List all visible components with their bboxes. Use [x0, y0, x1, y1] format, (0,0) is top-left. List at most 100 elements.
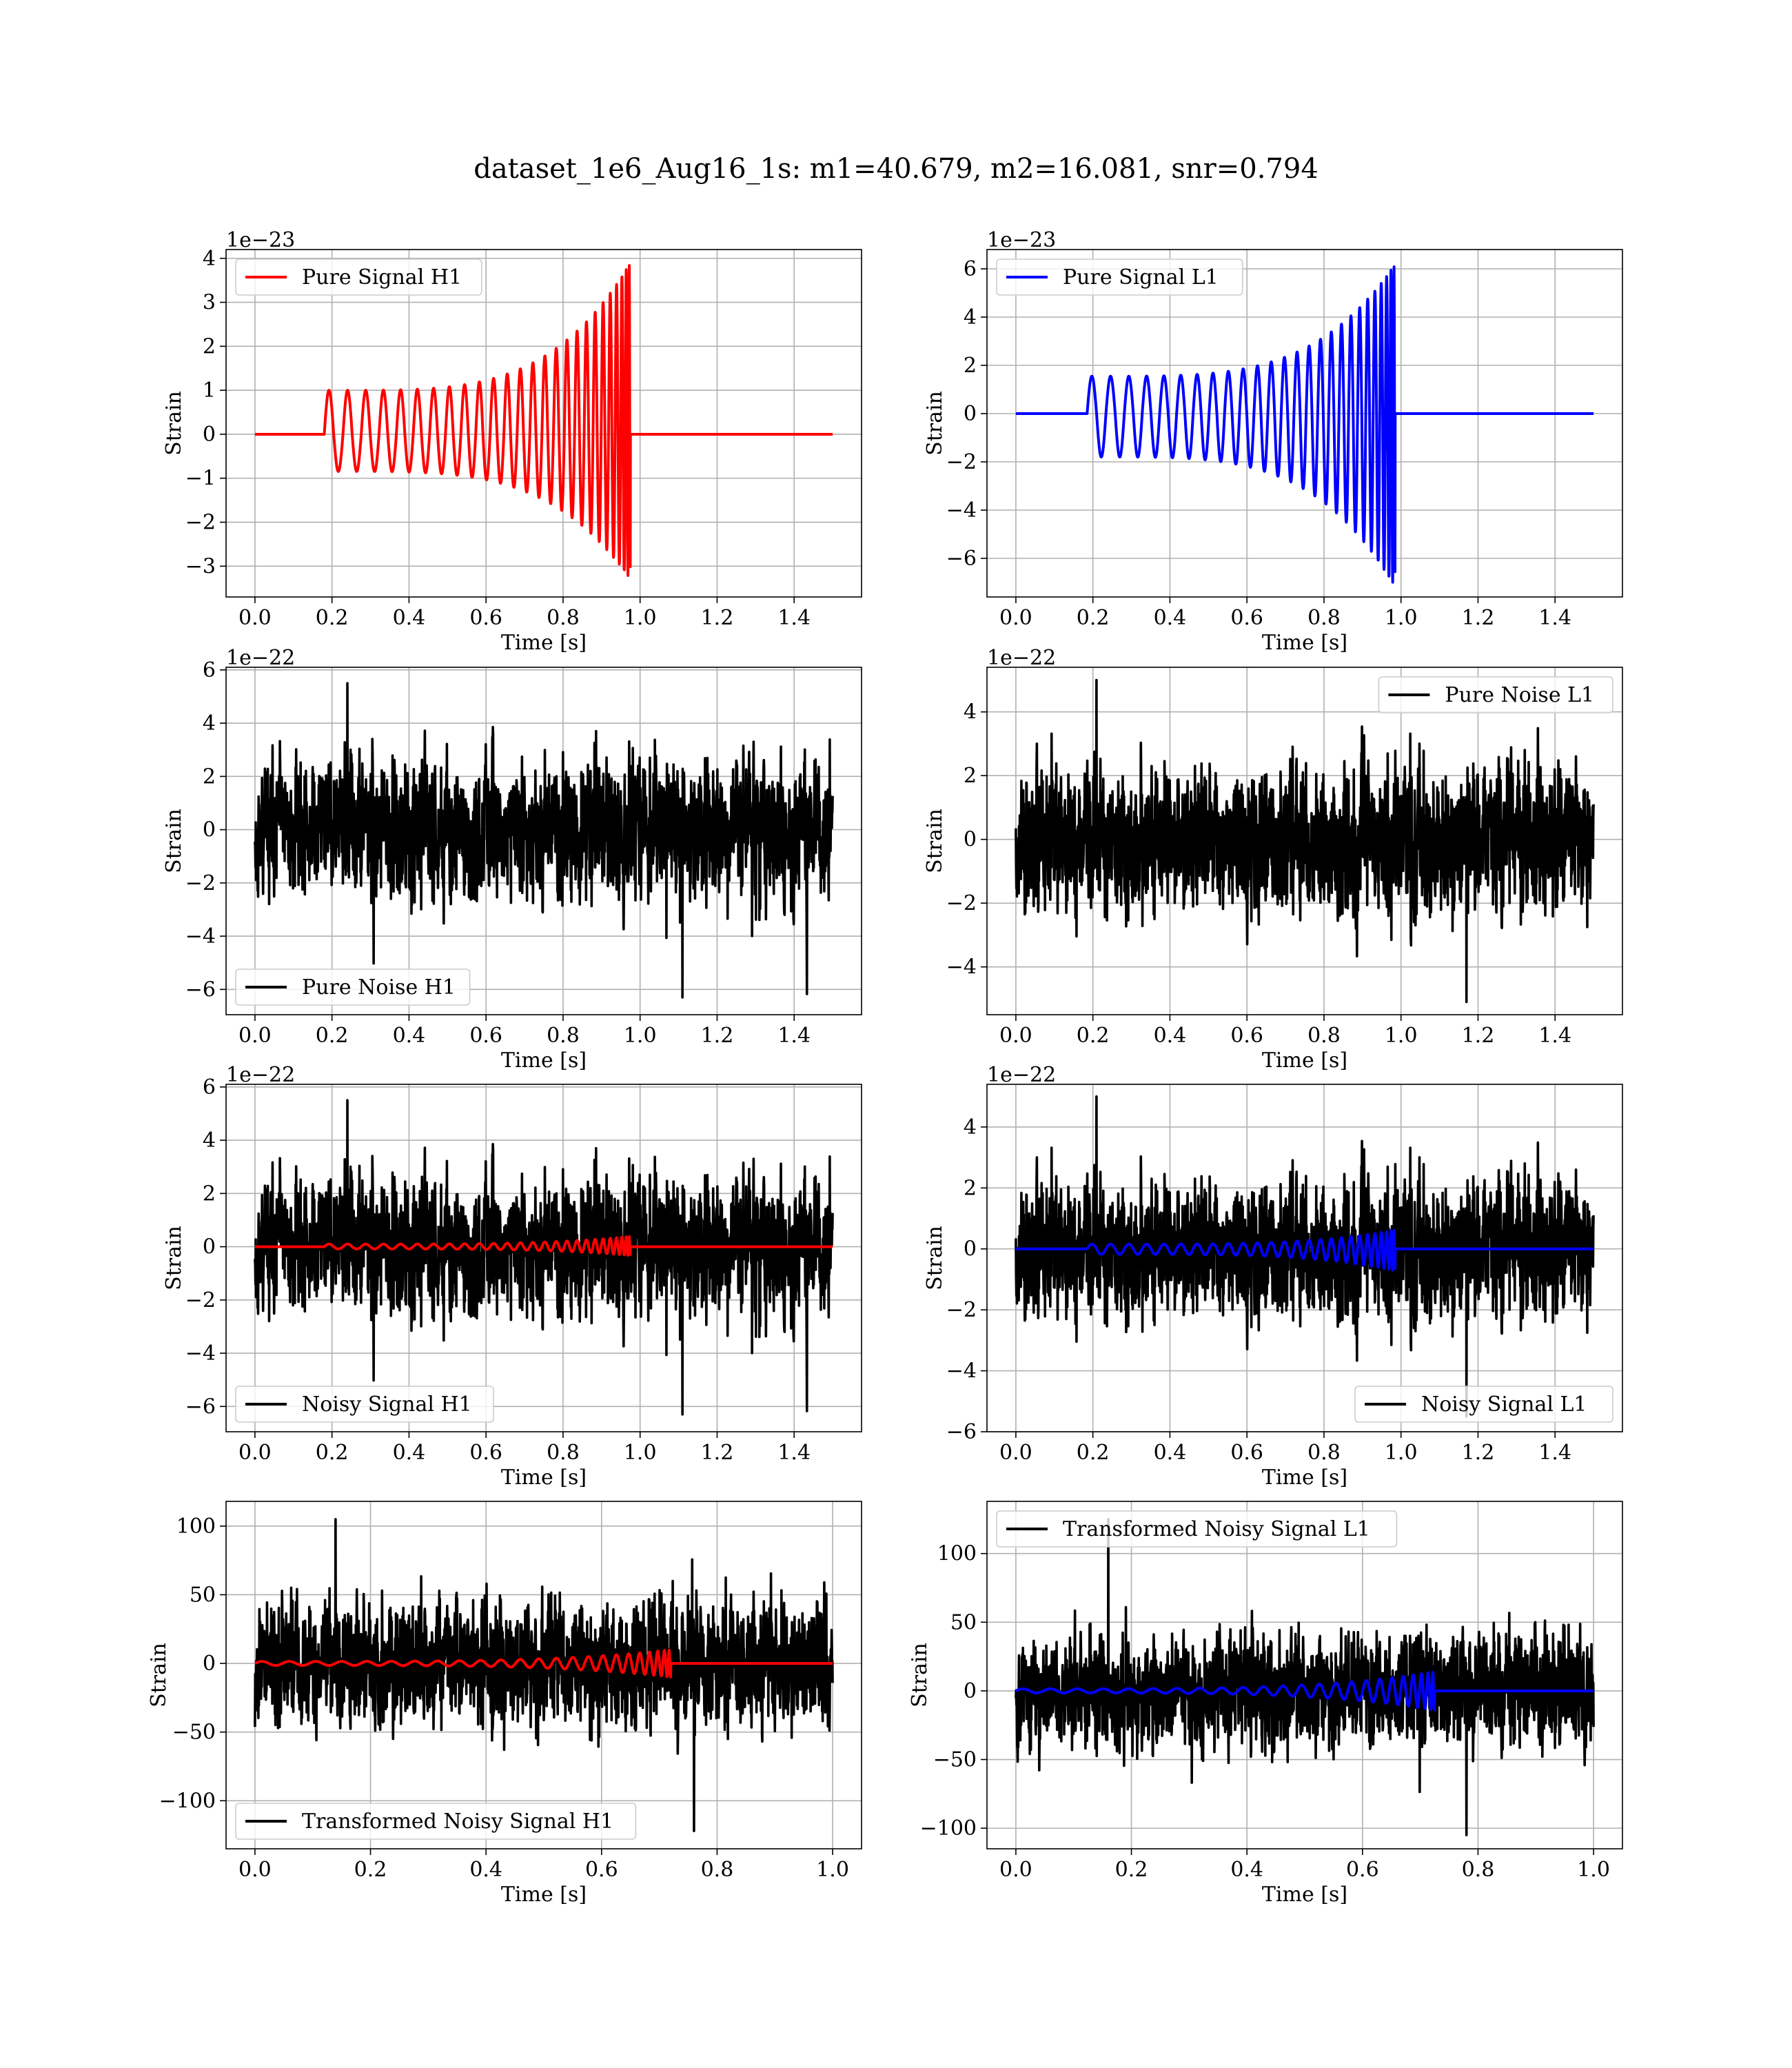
- x-tick-label: 0.2: [316, 1024, 349, 1048]
- legend: Pure Noise H1: [235, 969, 471, 1006]
- axes-frame: [986, 249, 1623, 598]
- y-tick-label: 0: [203, 818, 216, 842]
- y-tick-label: 100: [937, 1542, 977, 1566]
- subplot-1: 0.0 0.2 0.4 0.6 0.8 1.0 1.2 1.4 −3 −2 −1 0 1 2 3 4 Time …: [162, 228, 862, 655]
- x-tick-label: 0.0: [999, 1858, 1032, 1882]
- noise-series-line: [1015, 1095, 1595, 1418]
- legend-label: Pure Noise H1: [302, 975, 456, 1000]
- x-tick-label: 1.2: [701, 1024, 734, 1048]
- x-tick-label: 0.8: [1307, 1441, 1341, 1465]
- x-tick-label: 0.0: [999, 1024, 1032, 1048]
- noise-series-line: [254, 1518, 834, 1832]
- x-tick-label: 1.0: [1385, 606, 1418, 630]
- y-tick-label: 4: [964, 305, 977, 330]
- y-tick-label: 0: [964, 828, 977, 852]
- axis-offset-label: 1e−22: [226, 646, 295, 670]
- y-tick-label: 2: [964, 1176, 977, 1200]
- subplot-8: 0.0 0.2 0.4 0.6 0.8 1.0 −100 −50 0 50 100 Time [s] S…: [908, 1501, 1623, 1907]
- x-tick-label: 0.8: [1462, 1858, 1495, 1882]
- subplot-6: 0.0 0.2 0.4 0.6 0.8 1.0 1.2 1.4 −6 −4 −2 0 2 4 Time [s…: [923, 1063, 1623, 1490]
- y-tick-label: −4: [946, 498, 977, 523]
- y-tick-label: −6: [946, 547, 977, 571]
- subplot-2: 0.0 0.2 0.4 0.6 0.8 1.0 1.2 1.4 −6 −4 −2 0 2 4 6 Time […: [923, 228, 1623, 655]
- x-tick-label: 0.0: [999, 606, 1032, 630]
- y-tick-label: 0: [964, 1237, 977, 1261]
- x-tick-label: 0.2: [1077, 1441, 1110, 1465]
- y-tick-label: −4: [185, 1341, 216, 1366]
- y-tick-label: 100: [176, 1514, 216, 1539]
- y-tick-label: 50: [950, 1610, 977, 1634]
- y-tick-label: 4: [203, 247, 216, 271]
- x-tick-label: 1.0: [624, 606, 657, 630]
- legend-label: Noisy Signal L1: [1421, 1392, 1587, 1417]
- y-tick-label: 4: [203, 711, 216, 736]
- y-tick-label: −4: [185, 924, 216, 949]
- x-tick-label: 0.6: [1230, 1024, 1263, 1048]
- subplot-7: 0.0 0.2 0.4 0.6 0.8 1.0 −100 −50 0 50 100 Time [s] S…: [147, 1501, 862, 1907]
- y-tick-label: 6: [203, 1075, 216, 1099]
- legend: Transformed Noisy Signal H1: [235, 1803, 637, 1840]
- legend-label: Pure Noise L1: [1445, 683, 1594, 707]
- chirp-series-line: [1015, 1228, 1595, 1272]
- y-tick-label: 0: [964, 1679, 977, 1703]
- noise-series-line: [254, 682, 834, 999]
- y-tick-label: 1: [203, 378, 216, 403]
- legend-label: Transformed Noisy Signal H1: [302, 1810, 613, 1834]
- y-tick-label: 4: [964, 1115, 977, 1139]
- legend: Pure Noise L1: [1378, 676, 1613, 713]
- legend: Pure Signal L1: [996, 258, 1243, 296]
- legend-frame: [235, 1386, 494, 1423]
- x-tick-label: 1.0: [624, 1441, 657, 1465]
- x-tick-label: 0.6: [585, 1858, 618, 1882]
- x-tick-label: 1.2: [1462, 1441, 1495, 1465]
- x-tick-label: 0.4: [1154, 1024, 1187, 1048]
- y-tick-label: 6: [203, 658, 216, 682]
- axes-frame: [986, 667, 1623, 1015]
- y-tick-label: −50: [172, 1721, 216, 1745]
- y-tick-label: 0: [203, 1235, 216, 1259]
- x-tick-label: 0.6: [469, 1024, 502, 1048]
- x-tick-label: 0.0: [238, 1858, 272, 1882]
- x-tick-label: 0.8: [547, 606, 580, 630]
- x-tick-label: 1.4: [1538, 1024, 1571, 1048]
- y-tick-label: 2: [964, 764, 977, 788]
- y-tick-label: −2: [946, 1298, 977, 1322]
- axis-offset-label: 1e−22: [226, 1063, 295, 1087]
- y-tick-label: −4: [946, 955, 977, 980]
- x-tick-label: 1.2: [1462, 606, 1495, 630]
- noise-series-line: [1015, 678, 1595, 1004]
- chirp-series-line: [254, 1235, 834, 1257]
- x-tick-label: 0.6: [1230, 1441, 1263, 1465]
- x-tick-label: 1.2: [701, 1441, 734, 1465]
- axis-offset-label: 1e−23: [987, 228, 1056, 252]
- y-tick-label: −4: [946, 1359, 977, 1383]
- x-tick-label: 0.0: [238, 606, 272, 630]
- y-axis-label: Strain: [908, 1643, 932, 1707]
- legend: Noisy Signal L1: [1354, 1386, 1613, 1423]
- x-axis-label: Time [s]: [501, 631, 587, 655]
- x-tick-label: 0.8: [1307, 606, 1341, 630]
- subplot-5: 0.0 0.2 0.4 0.6 0.8 1.0 1.2 1.4 −6 −4 −2 0 2 4 6 Time […: [162, 1063, 862, 1490]
- y-axis-label: Strain: [923, 1226, 947, 1290]
- legend-frame: [235, 969, 471, 1006]
- chirp-series-line: [1015, 1670, 1595, 1712]
- x-tick-label: 0.0: [238, 1024, 272, 1048]
- axis-offset-label: 1e−22: [987, 1063, 1056, 1087]
- x-tick-label: 0.2: [1115, 1858, 1148, 1882]
- x-tick-label: 0.8: [701, 1858, 734, 1882]
- x-tick-label: 0.6: [1230, 606, 1263, 630]
- x-axis-label: Time [s]: [1262, 1048, 1347, 1073]
- axis-offset-label: 1e−22: [987, 646, 1056, 670]
- x-axis-label: Time [s]: [501, 1048, 587, 1073]
- legend-frame: [996, 258, 1243, 296]
- axes-frame: [986, 1084, 1623, 1432]
- x-tick-label: 1.2: [1462, 1024, 1495, 1048]
- x-tick-label: 1.0: [1577, 1858, 1610, 1882]
- x-tick-label: 0.4: [1230, 1858, 1263, 1882]
- y-axis-label: Strain: [162, 391, 186, 456]
- x-tick-label: 0.2: [1077, 606, 1110, 630]
- y-tick-label: 2: [203, 1182, 216, 1206]
- y-tick-label: −2: [185, 511, 216, 535]
- legend-frame: [996, 1510, 1398, 1548]
